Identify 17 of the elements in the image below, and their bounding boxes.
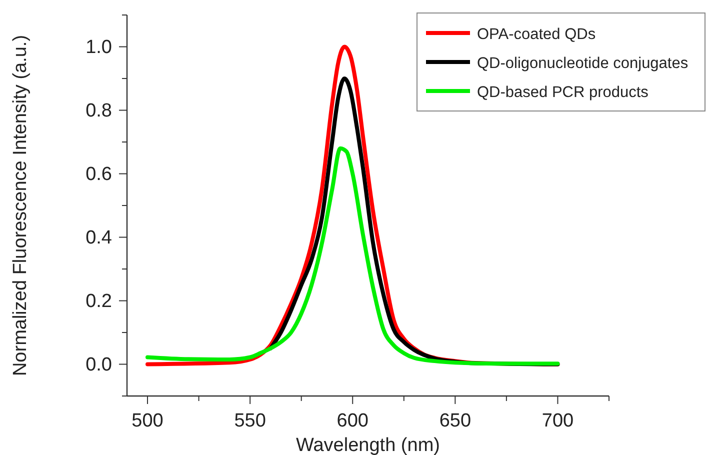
- y-tick-label: 0.8: [86, 100, 112, 122]
- legend-label: OPA-coated QDs: [477, 26, 596, 43]
- y-tick-label: 0.6: [86, 164, 112, 185]
- x-tick-label: 500: [132, 410, 164, 432]
- legend-label: QD-based PCR products: [477, 84, 649, 101]
- y-tick-label: 1.0: [86, 36, 112, 58]
- x-tick-label: 700: [542, 410, 574, 432]
- line-series: [146, 146, 560, 366]
- legend-label: QD-oligonucleotide conjugates: [477, 55, 688, 72]
- y-tick-label: 0.2: [86, 290, 112, 312]
- y-tick-label: 0.0: [86, 354, 112, 376]
- x-tick-label: 600: [336, 410, 368, 432]
- x-tick-label: 550: [234, 410, 266, 432]
- y-axis-title: Normalized Fluorescence Intensity (a.u.): [10, 34, 31, 376]
- x-axis-title: Wavelength (nm): [296, 435, 440, 455]
- y-tick-label: 0.4: [86, 227, 112, 248]
- x-tick-label: 650: [439, 410, 472, 432]
